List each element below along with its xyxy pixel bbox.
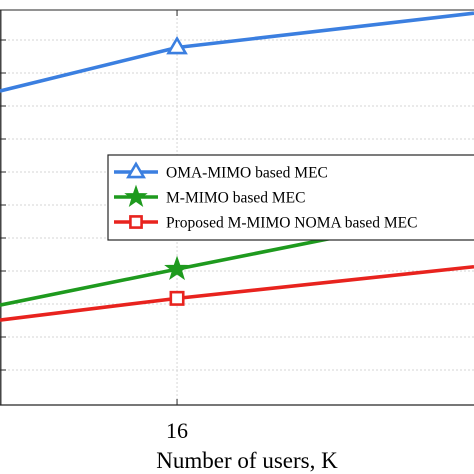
legend-entry: OMA-MIMO based MEC bbox=[166, 165, 328, 182]
legend-entry: M-MIMO based MEC bbox=[166, 190, 306, 207]
legend-box bbox=[107, 154, 474, 241]
legend: OMA-MIMO based MEC M-MIMO based MEC Propos… bbox=[107, 154, 474, 241]
legend-entry: Proposed M-MIMO NOMA based MEC bbox=[166, 215, 417, 232]
legend-marker bbox=[126, 161, 146, 179]
data-point-marker bbox=[164, 255, 190, 281]
x-axis-label: Number of users, K bbox=[156, 448, 338, 473]
legend-marker bbox=[129, 215, 143, 229]
series-line bbox=[0, 264, 474, 322]
series-line bbox=[0, 11, 474, 93]
data-point-marker bbox=[169, 290, 185, 306]
x-tick-label: 16 bbox=[166, 418, 188, 443]
plot-axes bbox=[0, 9, 474, 406]
data-point-marker bbox=[166, 35, 188, 55]
series-1 bbox=[0, 11, 474, 93]
series-3 bbox=[0, 264, 474, 322]
x-tick-labels: 16 bbox=[166, 418, 188, 443]
legend-marker bbox=[124, 184, 148, 207]
